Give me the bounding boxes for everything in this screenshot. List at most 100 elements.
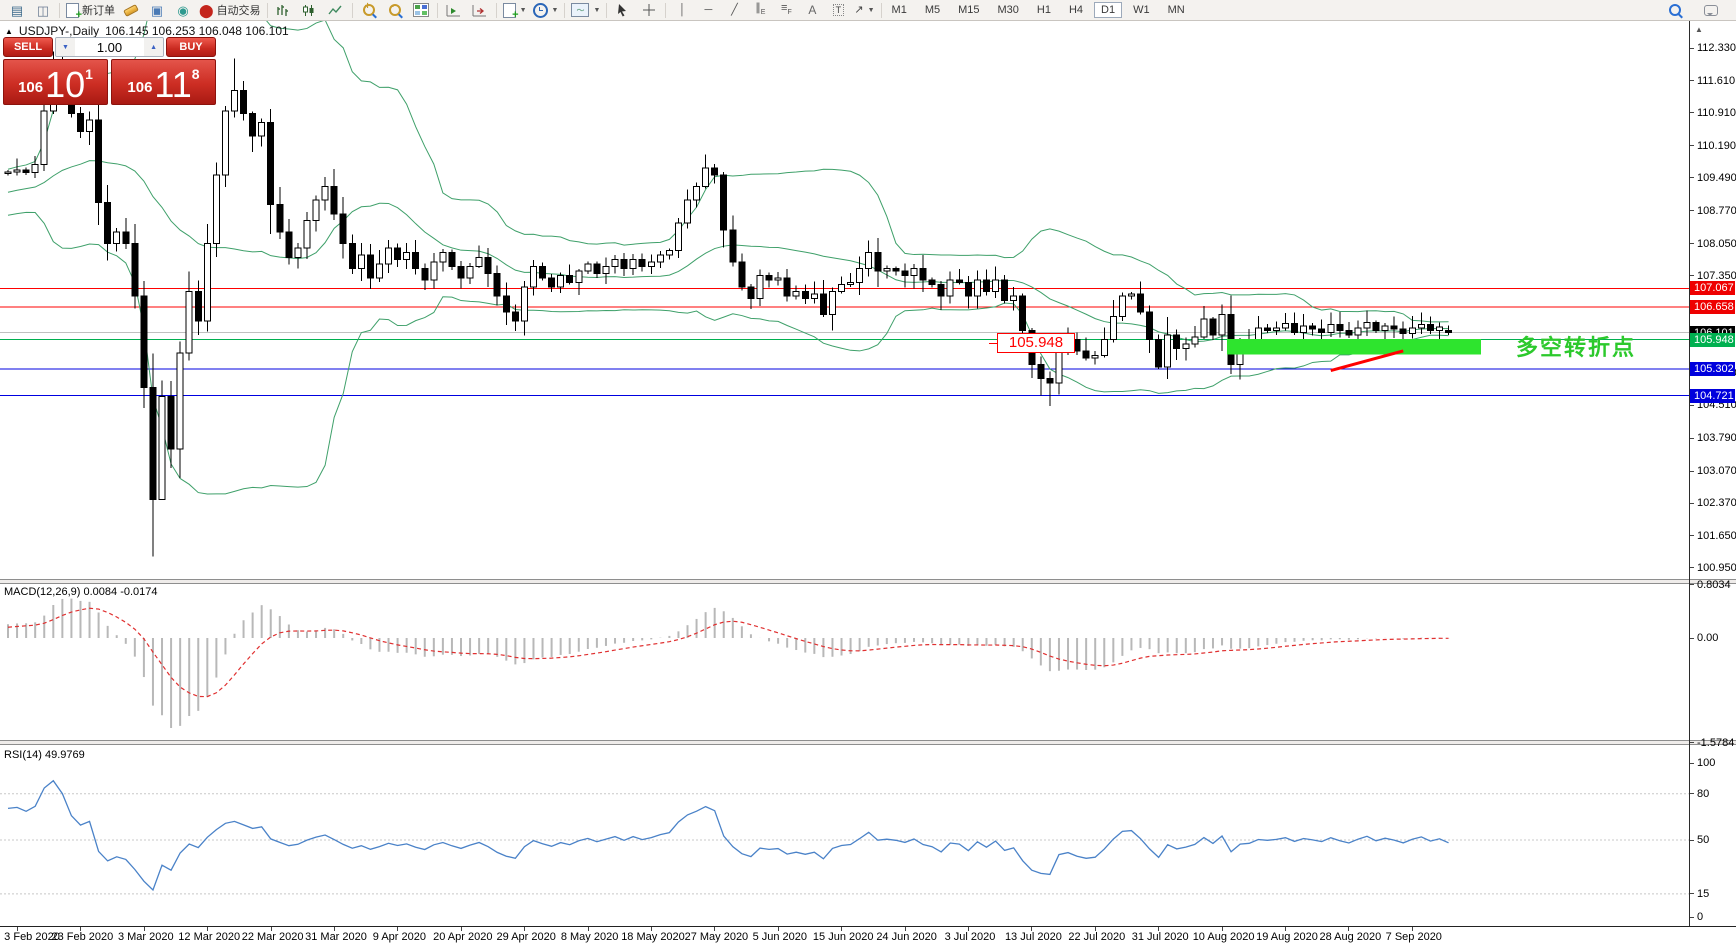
crayon-button[interactable] [118, 1, 144, 19]
symbol-period-label: USDJPY-,Daily [18, 24, 100, 38]
date-label: 3 Feb 2020 [4, 931, 60, 943]
market-watch-button[interactable]: ▤ [4, 1, 30, 19]
date-label: 13 Jul 2020 [1004, 931, 1062, 943]
fibonacci-button[interactable]: ≡F [773, 1, 799, 19]
tile-windows-button[interactable] [408, 1, 434, 19]
volume-decrease-button[interactable]: ▼ [56, 38, 75, 56]
toolbar-separator [266, 2, 268, 18]
timeframe-m1[interactable]: M1 [891, 4, 907, 16]
equidistant-channel-icon: ∥E [755, 2, 766, 17]
panel-separator[interactable] [0, 579, 1736, 584]
macd-axis[interactable]: 0.8034 0.00 -1.5784 [1690, 579, 1736, 749]
macd-tick: 0.8034 [1690, 579, 1731, 591]
trendline-button[interactable]: ╱ [721, 1, 747, 19]
alerts-button[interactable]: ◉ [170, 1, 196, 19]
chevron-down-icon: ▼ [867, 6, 875, 14]
crosshair-button[interactable] [636, 1, 662, 19]
date-label: 20 Apr 2020 [433, 931, 493, 943]
new-chart-button[interactable]: + ▼ [500, 1, 530, 20]
price-tick: 111.610 [1690, 75, 1735, 87]
sell-price-box[interactable]: 106 10 1 [3, 59, 108, 105]
toolbar-right [1662, 1, 1732, 19]
toolbar-separator [665, 2, 667, 18]
date-tick [1411, 927, 1413, 931]
rsi-label: RSI(14) 49.9769 [4, 749, 85, 761]
vertical-line-icon: │ [678, 3, 686, 16]
timeframe-h1[interactable]: H1 [1036, 4, 1051, 16]
timeframe-m30[interactable]: M30 [997, 4, 1019, 16]
toolbar-separator [436, 2, 438, 18]
data-window-button[interactable]: ◫ [30, 1, 56, 19]
auto-scroll-icon [446, 4, 461, 16]
cursor-icon [618, 4, 627, 17]
auto-scroll-button[interactable] [441, 1, 467, 19]
volume-increase-button[interactable]: ▲ [144, 38, 163, 56]
period-button[interactable]: ▼ [530, 1, 562, 19]
cursor-button[interactable] [610, 1, 636, 19]
templates-button[interactable]: 〜 ▼ [568, 1, 603, 19]
line-chart-button[interactable] [323, 1, 349, 19]
date-tick [524, 927, 526, 931]
main-chart-canvas[interactable] [0, 21, 1690, 579]
buy-button[interactable]: BUY [166, 37, 216, 57]
chart-window: ▲ USDJPY-,Daily 106.145 106.253 106.048 … [0, 21, 1736, 943]
data-window-icon: ◫ [36, 2, 50, 18]
autotrade-label: 自动交易 [216, 5, 261, 17]
channel-button[interactable]: ∥E [747, 1, 773, 19]
price-axis-border [1689, 21, 1690, 926]
arrows-button[interactable]: ↗ ▼ [851, 1, 877, 19]
sell-price-small: 106 [18, 79, 44, 96]
timeframe-w1[interactable]: W1 [1133, 4, 1150, 16]
panel-separator[interactable] [0, 740, 1736, 745]
chat-icon [1704, 4, 1718, 16]
macd-canvas[interactable] [0, 584, 1690, 740]
date-tick [207, 927, 209, 931]
chat-button[interactable] [1698, 1, 1724, 19]
date-tick [1094, 927, 1096, 931]
price-callout[interactable]: 105.948 [989, 333, 1075, 353]
terminal-button[interactable]: ▣ [144, 1, 170, 19]
zone-annotation-text[interactable]: 多空转折点 [1516, 335, 1637, 360]
candlestick-button[interactable] [297, 1, 323, 19]
search-button[interactable] [1662, 1, 1688, 19]
bar-chart-button[interactable] [271, 1, 297, 19]
rsi-axis[interactable]: 100 80 50 15 0 [1690, 745, 1736, 926]
date-label: 22 Jul 2020 [1068, 931, 1126, 943]
date-tick [80, 927, 82, 931]
buy-price-small: 106 [127, 79, 153, 96]
date-axis[interactable]: 3 Feb 2020 23 Feb 2020 3 Mar 2020 12 Mar 20… [0, 926, 1736, 943]
sell-button[interactable]: SELL [3, 37, 53, 57]
price-tick: 102.370 [1690, 497, 1736, 509]
timeframe-d1[interactable]: D1 [1094, 2, 1123, 18]
market-watch-icon: ▤ [10, 2, 24, 18]
zoom-out-button[interactable]: - [382, 1, 408, 19]
zoom-in-button[interactable]: + [356, 1, 382, 19]
date-label: 5 Jun 2020 [752, 931, 808, 943]
chart-shift-button[interactable] [467, 1, 493, 19]
price-tick: 110.910 [1690, 107, 1736, 119]
text-label-button[interactable]: T [825, 1, 851, 19]
rsi-canvas[interactable] [0, 745, 1690, 926]
buy-price-box[interactable]: 106 11 8 [111, 59, 216, 105]
price-axis[interactable]: 112.330 111.610 110.910 110.190 109.490 108.7… [1690, 21, 1736, 579]
date-label: 23 Feb 2020 [51, 931, 114, 943]
timeframe-m15[interactable]: M15 [958, 4, 980, 16]
date-tick [460, 927, 462, 931]
macd-name: MACD(12,26,9) [4, 586, 81, 598]
price-tag: 105.302 [1690, 362, 1735, 377]
date-label: 19 Aug 2020 [1256, 931, 1318, 943]
collapse-icon[interactable]: ▲ [5, 26, 13, 36]
date-tick [1158, 927, 1160, 931]
ohlc-values: 106.145 106.253 106.048 106.101 [105, 24, 289, 38]
new-order-icon: + [66, 2, 82, 20]
volume-value[interactable]: 1.00 [96, 39, 123, 55]
timeframe-h4[interactable]: H4 [1068, 4, 1084, 16]
timeframe-m5[interactable]: M5 [924, 4, 941, 16]
toolbar-separator [59, 2, 60, 18]
new-order-button[interactable]: + 新订单 [63, 1, 118, 20]
text-button[interactable]: A [799, 1, 825, 19]
timeframe-mn[interactable]: MN [1167, 4, 1185, 16]
vertical-line-button[interactable]: │ [669, 1, 695, 19]
horizontal-line-button[interactable]: ─ [695, 1, 721, 19]
autotrade-button[interactable]: ⬤ 自动交易 [196, 1, 264, 19]
